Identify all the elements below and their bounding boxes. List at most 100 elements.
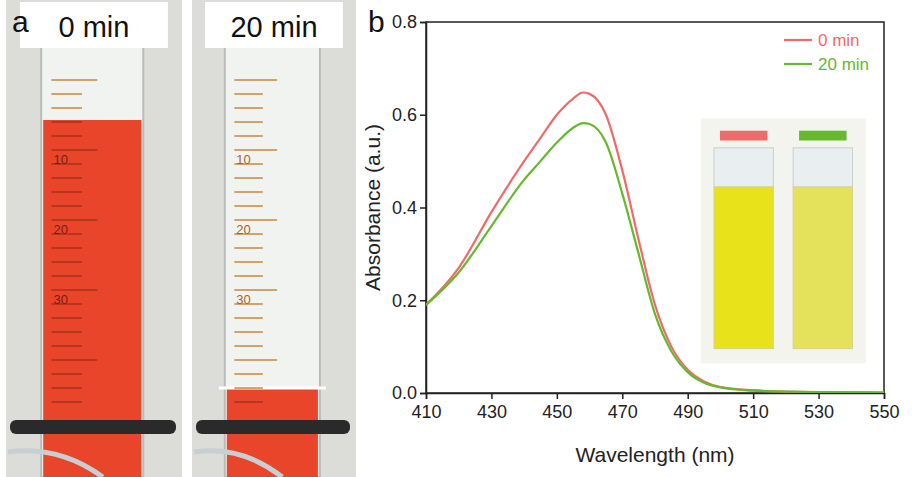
graduation [234, 149, 277, 151]
scale-label: 30 [236, 292, 250, 307]
x-tick: 450 [542, 393, 572, 422]
legend-swatch [784, 39, 812, 41]
x-tick-label: 430 [477, 402, 507, 422]
x-tick-mark [557, 393, 559, 399]
graduation [234, 331, 263, 333]
x-tick: 470 [608, 393, 638, 422]
inset-background [701, 118, 866, 363]
photo-label: 0 min [59, 11, 130, 43]
cuvette-liquid [793, 187, 852, 349]
x-tick: 530 [804, 393, 834, 422]
panel-letter: a [12, 5, 29, 38]
panel-letter: b [368, 5, 385, 38]
y-tick-mark [420, 22, 426, 24]
y-tick-label: 0.0 [392, 383, 417, 403]
scale-label: 10 [53, 152, 67, 167]
y-axis-title: Absorbance (a.u.) [361, 124, 384, 291]
cuvette-top [714, 148, 773, 187]
figure: 1020300 min10203020 minab410430450470490… [0, 0, 912, 477]
graduation [234, 247, 263, 249]
label-box [205, 2, 343, 48]
graduation [51, 345, 82, 347]
graduation [51, 387, 82, 389]
x-tick-label: 470 [608, 402, 638, 422]
photo-background [192, 0, 356, 477]
x-tick-label: 450 [542, 402, 572, 422]
tube [8, 451, 103, 477]
graduation [51, 107, 82, 109]
graduation [51, 289, 97, 291]
graduation [51, 247, 82, 249]
graduation [51, 359, 97, 361]
graduation [234, 401, 263, 403]
graduation [51, 331, 82, 333]
graduation [234, 373, 263, 375]
y-tick: 0.2 [392, 291, 426, 311]
x-axis-title: Wavelength (nm) [575, 443, 734, 466]
x-tick: 510 [739, 393, 769, 422]
graduation [234, 219, 277, 221]
clamp [196, 420, 350, 434]
x-tick-label: 490 [673, 402, 703, 422]
y-tick: 0.8 [392, 12, 426, 32]
x-tick-mark [884, 393, 886, 399]
y-tick-mark [420, 207, 426, 209]
clamp [10, 420, 176, 434]
liquid-level [219, 387, 326, 390]
graduation [234, 205, 263, 207]
graduation [234, 79, 277, 81]
series-line [426, 123, 884, 392]
inset-photo [701, 118, 866, 363]
graduation [51, 317, 82, 319]
graduation [51, 261, 82, 263]
legend-label: 20 min [818, 55, 869, 74]
graduation [51, 205, 82, 207]
x-tick-mark [622, 393, 624, 399]
graduation [234, 359, 277, 361]
graduation [234, 121, 263, 123]
x-tick: 490 [673, 393, 703, 422]
photo: 10 20 30 0 min [6, 0, 182, 477]
legend: 0 min 20 min [784, 31, 869, 74]
graduation [51, 135, 82, 137]
graduation [51, 275, 82, 277]
photo: 10203020 min [192, 0, 356, 477]
y-tick: 0.0 [392, 383, 426, 403]
x-tick-mark [491, 393, 493, 399]
graduation [234, 177, 263, 179]
graduation [234, 191, 263, 193]
cylinder-glass [225, 20, 320, 477]
plot-lines [426, 92, 884, 392]
panel-b: b4104304504704905105305500.00.20.40.60.8… [361, 5, 900, 466]
y-tick-mark [420, 115, 426, 117]
scale-label: 20 [53, 222, 67, 237]
x-tick: 430 [477, 393, 507, 422]
cuvette-cap [720, 131, 767, 141]
scale-label: 30 [53, 292, 67, 307]
graduation [234, 93, 263, 95]
graduation [234, 289, 277, 291]
graduation [51, 79, 97, 81]
graduation [51, 149, 97, 151]
graduation [234, 317, 263, 319]
y-tick-label: 0.4 [392, 198, 417, 218]
cuvette-top [793, 148, 852, 187]
y-tick-label: 0.6 [392, 105, 417, 125]
plot-frame [426, 22, 884, 393]
y-tick: 0.6 [392, 105, 426, 125]
x-tick-mark [687, 393, 689, 399]
legend-swatch [784, 63, 812, 65]
graduation [234, 345, 263, 347]
graduation [234, 107, 263, 109]
legend-label: 0 min [818, 31, 860, 50]
cylinder-glass [41, 20, 143, 477]
y-tick-label: 0.2 [392, 291, 417, 311]
label-box [20, 2, 168, 48]
x-tick-mark [818, 393, 820, 399]
x-tick: 550 [869, 393, 899, 422]
panel-a: 10 20 30 0 min 10203020 min a [6, 0, 356, 477]
graduation [51, 373, 82, 375]
graduation [51, 177, 82, 179]
graduation [234, 275, 263, 277]
y-axis: 0.0 0.2 0.4 0.6 0.8 [392, 12, 427, 403]
